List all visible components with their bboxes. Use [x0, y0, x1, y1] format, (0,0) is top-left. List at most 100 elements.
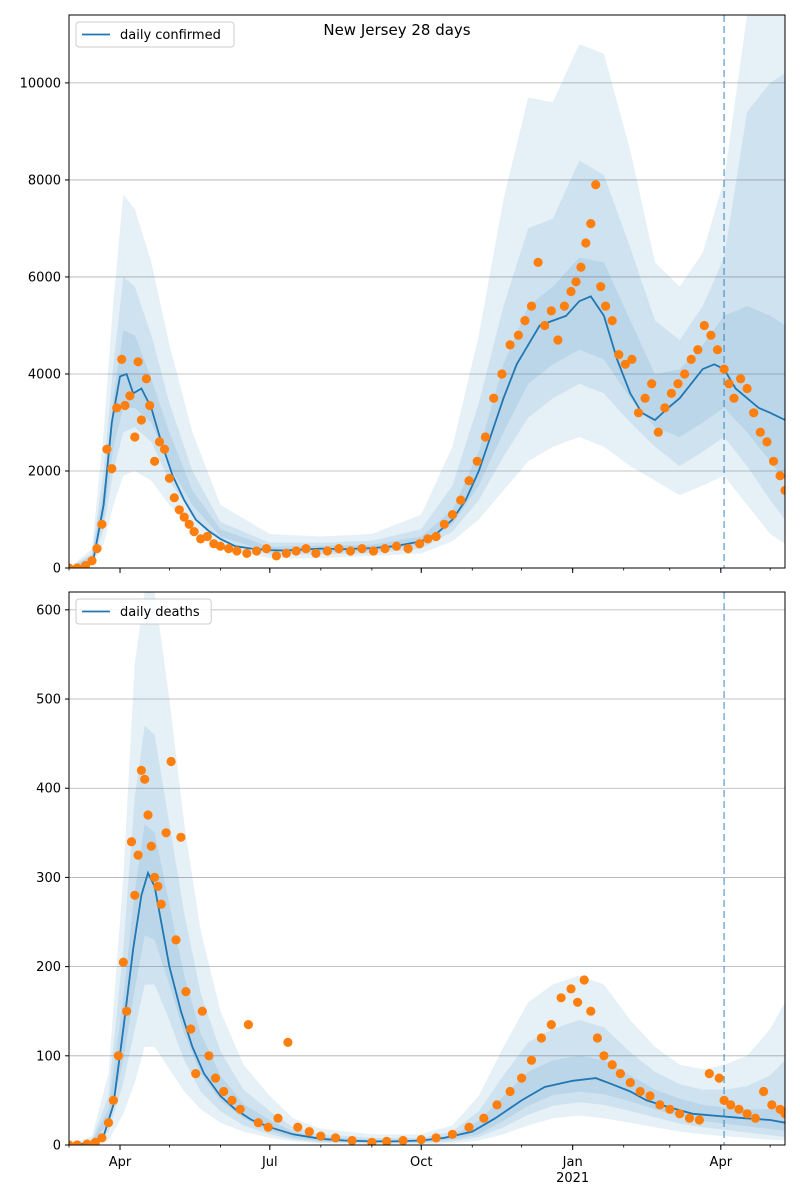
- data-point: [169, 493, 179, 503]
- data-point: [235, 1104, 245, 1114]
- data-point: [489, 393, 499, 403]
- data-point: [492, 1100, 502, 1110]
- data-point: [620, 359, 630, 369]
- data-point: [69, 1140, 74, 1145]
- data-point: [665, 1104, 675, 1114]
- data-point: [126, 837, 137, 847]
- data-point: [120, 400, 130, 411]
- data-point: [174, 505, 184, 515]
- data-point: [380, 544, 390, 554]
- data-point: [686, 354, 696, 364]
- data-point: [526, 1055, 537, 1065]
- data-point: [72, 1140, 82, 1145]
- data-point: [693, 345, 703, 355]
- data-point: [136, 765, 146, 776]
- data-point: [159, 444, 170, 454]
- data-point: [357, 544, 367, 554]
- deaths-panel: 0 100 200 300 400 500 600 Apr Jul Oct Jan Apr 2021 da…: [36, 591, 786, 1186]
- data-point: [553, 335, 563, 345]
- data-point: [439, 519, 449, 529]
- data-point: [345, 546, 356, 556]
- data-point: [347, 1135, 357, 1145]
- data-point: [571, 277, 581, 287]
- data-point: [156, 899, 166, 909]
- data-point: [749, 408, 759, 418]
- data-point: [202, 531, 212, 542]
- data-point: [301, 544, 311, 554]
- data-point: [97, 1133, 107, 1143]
- data-point: [653, 427, 663, 437]
- data-point: [311, 548, 321, 559]
- x-tick-label: Jan: [562, 1155, 583, 1170]
- data-point: [186, 1024, 196, 1034]
- legend: daily confirmed: [75, 21, 235, 48]
- data-point: [680, 369, 690, 379]
- data-point: [117, 354, 127, 364]
- data-point: [714, 1073, 724, 1083]
- data-point: [526, 301, 537, 311]
- data-point: [87, 556, 97, 566]
- data-point: [762, 437, 772, 447]
- plot-area: [69, 15, 785, 568]
- data-point: [566, 286, 576, 297]
- data-point: [108, 1095, 118, 1105]
- data-point: [403, 544, 413, 554]
- data-point: [640, 393, 650, 403]
- data-point: [742, 383, 752, 394]
- y-tick-label: 6000: [28, 270, 61, 285]
- data-point: [367, 1137, 377, 1145]
- data-point: [750, 1113, 761, 1123]
- data-point: [293, 1122, 303, 1132]
- data-point: [655, 1100, 665, 1110]
- data-point: [704, 1069, 714, 1079]
- data-point: [140, 774, 150, 784]
- data-point: [576, 262, 586, 272]
- data-point: [189, 527, 199, 537]
- data-point: [607, 1060, 617, 1070]
- data-point: [599, 1051, 609, 1061]
- data-point: [283, 1037, 293, 1047]
- data-point: [252, 546, 262, 556]
- data-point: [171, 935, 181, 945]
- data-point: [520, 316, 530, 326]
- data-point: [625, 1078, 635, 1088]
- y-tick-label: 100: [36, 1049, 61, 1064]
- data-point: [755, 427, 765, 437]
- data-point: [133, 357, 143, 367]
- data-point: [281, 548, 291, 559]
- data-point: [166, 756, 176, 767]
- data-point: [150, 872, 160, 883]
- data-point: [72, 563, 82, 568]
- data-point: [592, 1033, 603, 1043]
- data-point: [586, 219, 596, 229]
- y-tick-label: 2000: [28, 464, 61, 479]
- data-point: [69, 563, 74, 568]
- data-point: [271, 551, 281, 561]
- data-point: [150, 456, 160, 466]
- data-point: [331, 1133, 341, 1143]
- axes-frame: [68, 14, 786, 569]
- data-point: [742, 1109, 752, 1119]
- data-point: [647, 379, 657, 389]
- data-point: [291, 546, 301, 556]
- data-point: [581, 238, 591, 248]
- data-point: [391, 541, 402, 551]
- x-tick-label: Apr: [109, 1155, 132, 1170]
- data-point: [143, 810, 153, 820]
- data-point: [242, 548, 252, 559]
- data-point: [316, 1131, 326, 1141]
- data-point: [729, 393, 739, 403]
- data-point: [122, 1006, 132, 1016]
- uncertainty-band-mid: [69, 725, 785, 1145]
- x-year-label: 2021: [556, 1171, 589, 1186]
- data-point: [130, 890, 140, 900]
- data-point: [645, 1091, 655, 1101]
- data-point: [566, 984, 576, 994]
- data-point: [546, 306, 556, 316]
- data-point: [694, 1115, 705, 1125]
- data-point: [464, 476, 474, 486]
- data-point: [227, 1095, 237, 1105]
- data-point: [734, 1104, 744, 1114]
- data-point: [273, 1113, 283, 1123]
- legend-label: daily confirmed: [120, 28, 221, 43]
